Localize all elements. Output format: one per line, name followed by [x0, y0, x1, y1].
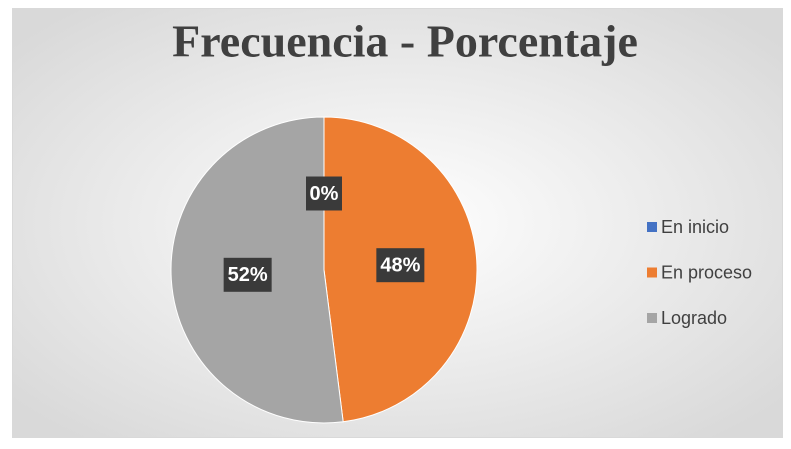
- legend-label: En inicio: [661, 217, 729, 237]
- data-label-box: [376, 248, 425, 283]
- legend-label: En proceso: [661, 262, 752, 282]
- data-label: 52%: [228, 264, 268, 286]
- data-label: 48%: [380, 254, 420, 276]
- chart-title: Frecuencia - Porcentaje: [172, 16, 638, 67]
- legend-swatch: [647, 313, 657, 323]
- data-label-box: [223, 257, 272, 292]
- legend-label: Logrado: [661, 308, 727, 328]
- data-label-box: [306, 176, 342, 211]
- legend-swatch: [647, 222, 657, 232]
- data-label: 0%: [310, 183, 339, 205]
- legend-swatch: [647, 267, 657, 278]
